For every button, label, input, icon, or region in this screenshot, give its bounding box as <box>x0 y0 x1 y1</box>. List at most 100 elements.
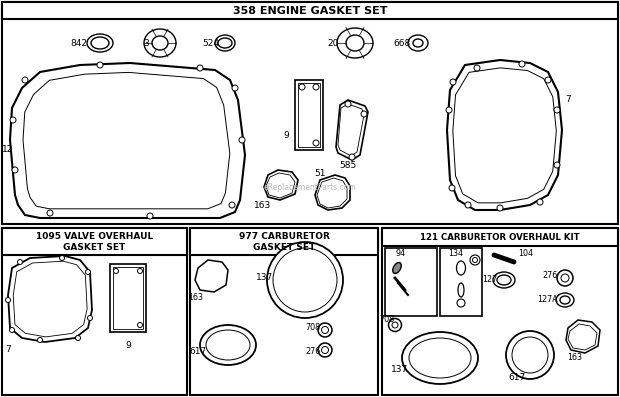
Text: 94: 94 <box>395 249 405 258</box>
Ellipse shape <box>144 29 176 57</box>
Circle shape <box>138 322 143 328</box>
Text: 163: 163 <box>567 353 583 362</box>
Circle shape <box>554 162 560 168</box>
Text: 104: 104 <box>518 249 533 258</box>
Text: 617: 617 <box>508 374 526 382</box>
Text: 668: 668 <box>393 39 410 48</box>
Ellipse shape <box>91 37 109 49</box>
Ellipse shape <box>560 296 570 304</box>
Circle shape <box>6 297 11 303</box>
Text: 9: 9 <box>125 341 131 349</box>
Text: 137: 137 <box>391 366 409 374</box>
Text: 276: 276 <box>306 347 321 357</box>
Text: 842: 842 <box>71 39 87 48</box>
Ellipse shape <box>206 330 250 360</box>
Circle shape <box>561 274 569 282</box>
Circle shape <box>113 268 118 274</box>
Circle shape <box>313 84 319 90</box>
Circle shape <box>554 107 560 113</box>
Ellipse shape <box>402 332 478 384</box>
Bar <box>2 2 618 19</box>
Circle shape <box>537 199 543 205</box>
Ellipse shape <box>200 325 256 365</box>
Ellipse shape <box>456 261 466 275</box>
Circle shape <box>322 326 329 333</box>
Circle shape <box>299 84 305 90</box>
Text: 121 CARBURETOR OVERHAUL KIT: 121 CARBURETOR OVERHAUL KIT <box>420 233 580 241</box>
Text: 9: 9 <box>283 131 289 139</box>
Text: 51: 51 <box>314 168 326 177</box>
Ellipse shape <box>392 262 401 274</box>
Text: 163: 163 <box>254 202 272 210</box>
Circle shape <box>345 101 351 107</box>
Circle shape <box>313 140 319 146</box>
Bar <box>2 228 187 255</box>
Ellipse shape <box>215 35 235 51</box>
Circle shape <box>322 347 329 353</box>
Circle shape <box>76 335 81 341</box>
Bar <box>190 228 378 395</box>
Circle shape <box>449 185 455 191</box>
Circle shape <box>47 210 53 216</box>
Text: eReplacementParts.com: eReplacementParts.com <box>264 183 356 193</box>
Ellipse shape <box>152 36 168 50</box>
Bar <box>2 2 618 224</box>
Text: 7: 7 <box>565 96 571 104</box>
Circle shape <box>97 62 103 68</box>
Circle shape <box>37 337 43 343</box>
Bar <box>110 264 146 332</box>
Circle shape <box>474 65 480 71</box>
Text: 137: 137 <box>257 274 273 283</box>
Circle shape <box>22 77 28 83</box>
Ellipse shape <box>413 39 423 47</box>
Circle shape <box>229 202 235 208</box>
Circle shape <box>60 256 64 260</box>
Circle shape <box>557 270 573 286</box>
Text: 524: 524 <box>203 39 219 48</box>
Ellipse shape <box>556 293 574 307</box>
Circle shape <box>349 154 355 160</box>
Circle shape <box>87 316 92 320</box>
Bar <box>113 267 143 329</box>
Ellipse shape <box>458 283 464 297</box>
Circle shape <box>389 318 402 331</box>
Ellipse shape <box>346 35 364 51</box>
Ellipse shape <box>493 272 515 288</box>
Ellipse shape <box>409 338 471 378</box>
Bar <box>298 83 320 147</box>
Circle shape <box>318 343 332 357</box>
Bar <box>382 228 618 246</box>
Text: 708: 708 <box>379 316 394 324</box>
Text: 977 CARBURETOR
GASKET SET: 977 CARBURETOR GASKET SET <box>239 232 329 252</box>
Circle shape <box>10 117 16 123</box>
Text: 127A: 127A <box>538 295 559 304</box>
Circle shape <box>545 77 551 83</box>
Bar <box>2 228 187 395</box>
Circle shape <box>138 268 143 274</box>
Text: 7: 7 <box>5 345 11 355</box>
Circle shape <box>197 65 203 71</box>
Circle shape <box>470 255 480 265</box>
Circle shape <box>512 337 548 373</box>
Text: 585: 585 <box>339 160 356 170</box>
Bar <box>295 80 323 150</box>
Circle shape <box>232 85 238 91</box>
Text: 276: 276 <box>542 270 557 279</box>
Circle shape <box>12 167 18 173</box>
Circle shape <box>9 328 14 333</box>
Bar <box>440 248 482 316</box>
Circle shape <box>450 79 456 85</box>
Circle shape <box>506 331 554 379</box>
Circle shape <box>86 270 91 274</box>
Ellipse shape <box>337 28 373 58</box>
Text: 163: 163 <box>188 293 203 303</box>
Ellipse shape <box>408 35 428 51</box>
Circle shape <box>472 258 477 262</box>
Circle shape <box>147 213 153 219</box>
Text: 127: 127 <box>482 276 498 285</box>
Text: 617: 617 <box>189 347 206 357</box>
Ellipse shape <box>218 38 232 48</box>
Circle shape <box>497 205 503 211</box>
Text: 134: 134 <box>448 249 463 258</box>
Circle shape <box>17 260 22 264</box>
